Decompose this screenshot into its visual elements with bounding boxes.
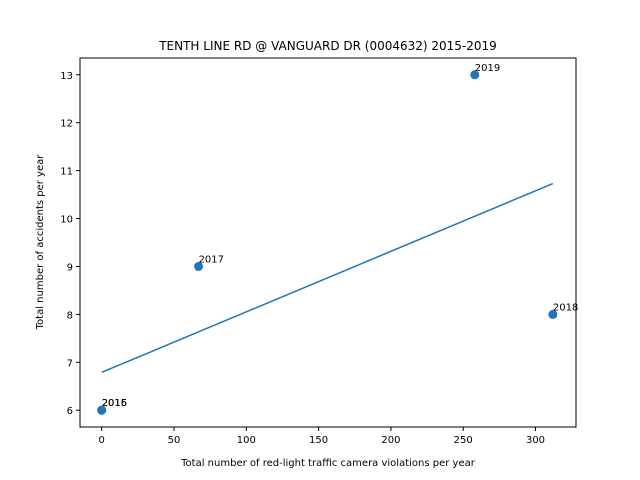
y-axis-ticks: 6 7 8 9 10 11 12 13: [60, 71, 80, 417]
x-tick-label: 150: [309, 435, 328, 446]
y-tick-label: 9: [67, 262, 73, 273]
y-tick-label: 8: [67, 310, 73, 321]
x-tick-label: 0: [99, 435, 105, 446]
x-axis-label: Total number of red-light traffic camera…: [180, 458, 476, 469]
data-point-label: 2019: [475, 63, 500, 74]
data-point: [548, 309, 558, 319]
y-axis-label: Total number of accidents per year: [35, 154, 46, 331]
x-tick-label: 300: [526, 435, 545, 446]
y-tick-label: 6: [67, 406, 73, 417]
trend-line: [101, 182, 554, 374]
y-tick-label: 7: [67, 358, 73, 369]
data-point: [194, 261, 204, 271]
y-tick-label: 12: [60, 119, 73, 130]
x-axis-ticks: 0 50 100 150 200 250 300: [99, 427, 545, 446]
data-point-label: 2018: [553, 302, 578, 313]
y-tick-label: 13: [60, 71, 73, 82]
x-tick-label: 200: [381, 435, 400, 446]
chart-title: TENTH LINE RD @ VANGUARD DR (0004632) 20…: [158, 39, 497, 53]
x-tick-label: 100: [237, 435, 256, 446]
y-tick-label: 10: [60, 215, 73, 226]
axes-frame: [79, 57, 577, 428]
data-point-label: 2015: [102, 398, 127, 409]
x-tick-label: 250: [454, 435, 473, 446]
x-tick-label: 50: [168, 435, 181, 446]
data-point-label: 2017: [199, 254, 224, 265]
data-point-label: 2016: [102, 398, 127, 409]
data-point: [97, 405, 107, 415]
data-point: [470, 70, 480, 80]
y-tick-label: 11: [60, 167, 73, 178]
